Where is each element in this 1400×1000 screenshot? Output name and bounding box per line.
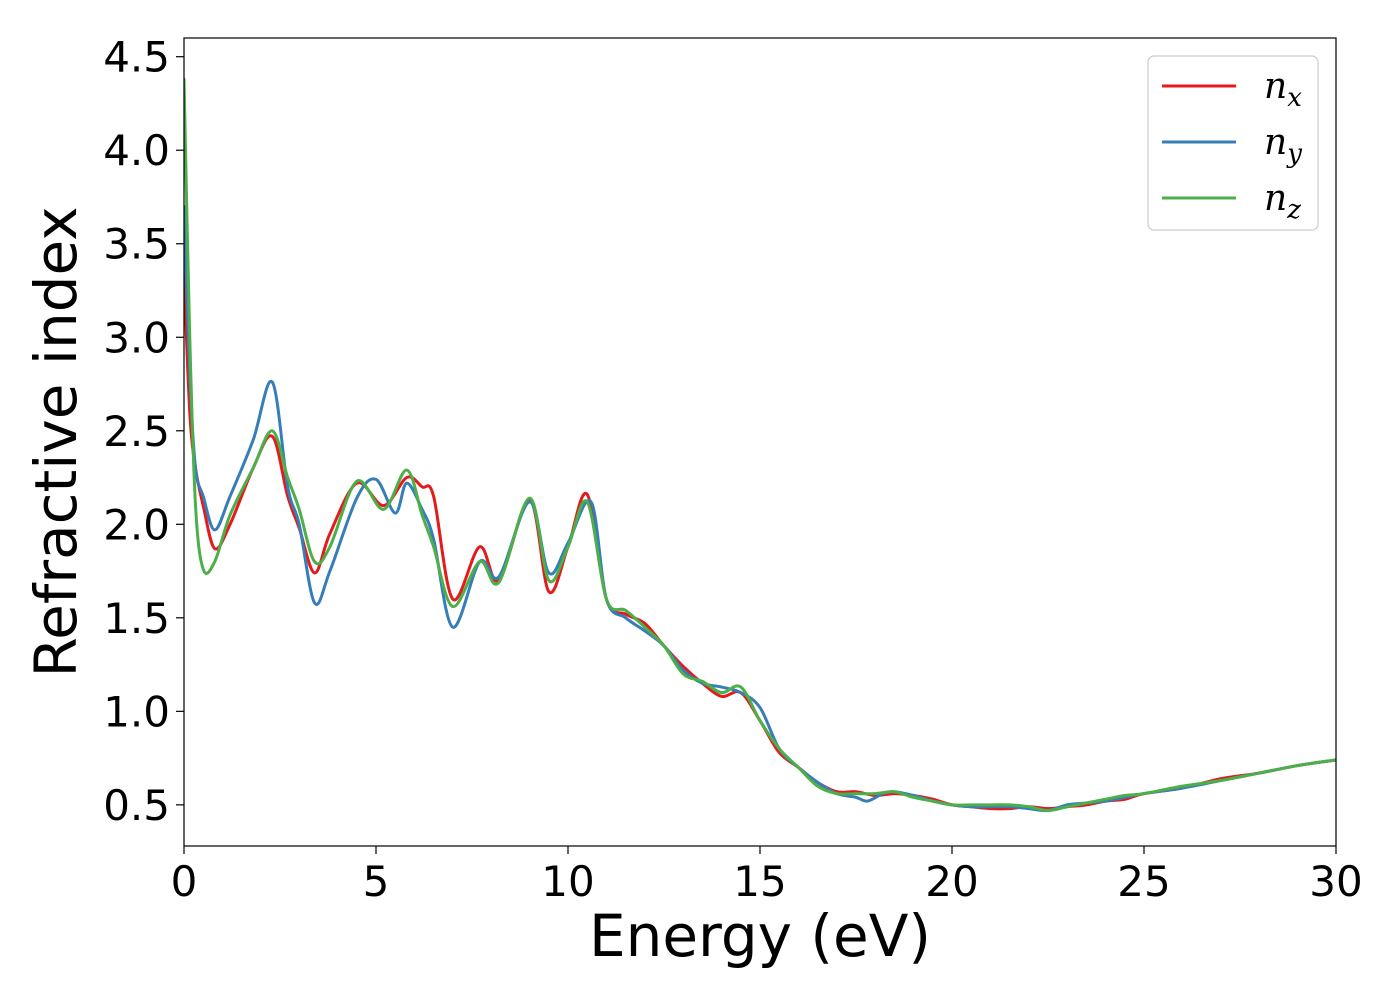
x-tick-label: 30 xyxy=(1309,857,1362,906)
x-tick-label: 25 xyxy=(1117,857,1170,906)
x-tick-label: 15 xyxy=(733,857,786,906)
y-axis-label: Refractive index xyxy=(22,206,90,677)
y-tick-label: 3.0 xyxy=(103,313,170,362)
x-axis-ticks: 0 5 10 15 20 25 30 xyxy=(171,846,1363,906)
legend-label-x: nx xyxy=(1264,66,1302,113)
x-tick-label: 20 xyxy=(925,857,978,906)
x-axis-label: Energy (eV) xyxy=(589,902,931,970)
y-tick-label: 4.0 xyxy=(103,126,170,175)
y-tick-label: 4.5 xyxy=(103,33,170,82)
series-layer xyxy=(184,77,1336,813)
legend: nx ny nz xyxy=(1147,55,1319,231)
y-tick-label: 2.0 xyxy=(103,500,170,549)
x-tick-label: 0 xyxy=(171,857,198,906)
y-tick-label: 1.0 xyxy=(103,687,170,736)
y-axis-ticks: 0.5 1.0 1.5 2.0 2.5 3.0 3.5 4.0 4.5 xyxy=(103,33,184,830)
y-tick-label: 2.5 xyxy=(103,407,170,456)
series-line-z xyxy=(184,77,1336,812)
x-tick-label: 5 xyxy=(363,857,390,906)
legend-label-z: nz xyxy=(1264,178,1301,225)
y-tick-label: 1.5 xyxy=(103,594,170,643)
legend-label-y: ny xyxy=(1264,122,1302,169)
y-tick-label: 0.5 xyxy=(103,781,170,830)
x-tick-label: 10 xyxy=(541,857,594,906)
y-tick-label: 3.5 xyxy=(103,220,170,269)
